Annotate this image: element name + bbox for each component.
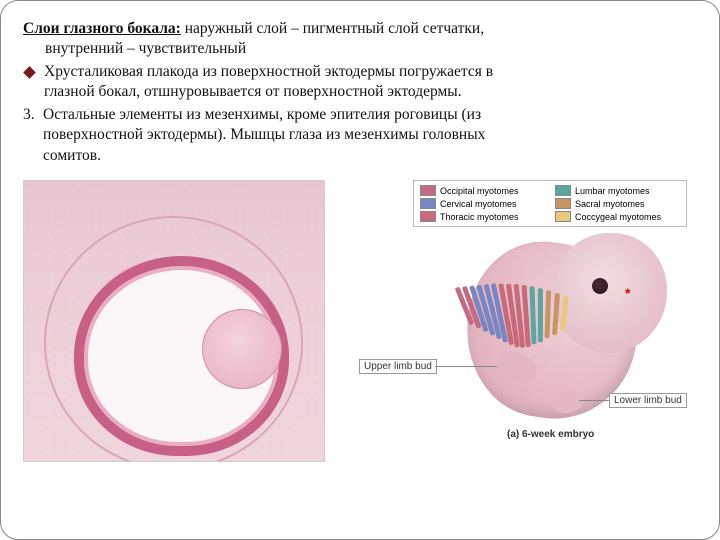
num-text: Остальные элементы из мезенхимы, кроме э… [43,105,485,166]
somite-stripe [552,293,560,335]
legend-label: Thoracic myotomes [440,212,519,222]
upper-limb-label: Upper limb bud [359,359,437,374]
somite-stripe [545,290,552,338]
embryo-panel: Occipital myotomes Lumbar myotomes Cervica… [347,180,687,443]
legend-label: Cervical myotomes [440,199,517,209]
images-row: Occipital myotomes Lumbar myotomes Cervica… [23,180,697,462]
title-run: Слои глазного бокала: [23,20,181,37]
line-2: внутренний – чувствительный [23,39,697,59]
legend-swatch [555,211,571,222]
legend-swatch [555,198,571,209]
text-block: Слои глазного бокала: наружный слой – пи… [23,19,697,166]
bullet-1b: глазной бокал, отшнуровывается от поверх… [44,82,493,102]
embryo-illustration: * Upper limb bud Lower limb bud (a) 6-we… [357,233,687,443]
legend-item: Lumbar myotomes [555,185,680,196]
legend-item: Coccygeal myotomes [555,211,680,222]
legend-label: Sacral myotomes [575,199,645,209]
legend-item: Sacral myotomes [555,198,680,209]
bullet-1-text: Хрусталиковая плакода из поверхностной э… [44,62,493,103]
legend-label: Lumbar myotomes [575,186,650,196]
line-1: Слои глазного бокала: наружный слой – пи… [23,19,697,39]
callout-lower-limb: Lower limb bud [609,393,687,408]
legend-item: Cervical myotomes [420,198,545,209]
legend-item: Occipital myotomes [420,185,545,196]
somite-stripe [529,286,536,344]
embryo-caption: (a) 6-week embryo [507,429,594,440]
num-b: поверхностной эктодермы). Мышцы глаза из… [43,125,485,145]
histology-image [23,180,325,462]
legend-swatch [555,185,571,196]
line1-rest: наружный слой – пигментный слой сетчатки… [181,20,484,37]
legend-swatch [420,198,436,209]
legend-item: Thoracic myotomes [420,211,545,222]
eye-star-marker: * [625,285,630,301]
lower-limb-label: Lower limb bud [609,393,687,408]
legend-label: Occipital myotomes [440,186,519,196]
num-c: сомитов. [43,146,485,166]
bullet-1: Хрусталиковая плакода из поверхностной э… [23,62,697,103]
legend-label: Coccygeal myotomes [575,212,661,222]
legend-swatch [420,185,436,196]
slide-frame: Слои глазного бокала: наружный слой – пи… [0,0,720,540]
numbered-3: 3. Остальные элементы из мезенхимы, кром… [23,105,697,166]
diamond-bullet-icon [23,66,36,79]
num-a: Остальные элементы из мезенхимы, кроме э… [43,105,485,125]
lens-vesicle [202,309,282,389]
legend-swatch [420,211,436,222]
lead-upper-limb [435,366,497,367]
bullet-1a: Хрусталиковая плакода из поверхностной э… [44,62,493,82]
somite-stripe [560,296,569,330]
myotome-legend: Occipital myotomes Lumbar myotomes Cervica… [413,180,687,227]
callout-upper-limb: Upper limb bud [359,359,437,374]
lead-lower-limb [579,400,609,401]
somite-stripe [538,288,543,342]
num-marker: 3. [23,105,43,125]
